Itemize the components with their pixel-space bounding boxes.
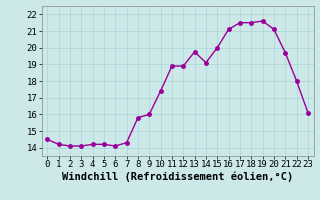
X-axis label: Windchill (Refroidissement éolien,°C): Windchill (Refroidissement éolien,°C) (62, 172, 293, 182)
